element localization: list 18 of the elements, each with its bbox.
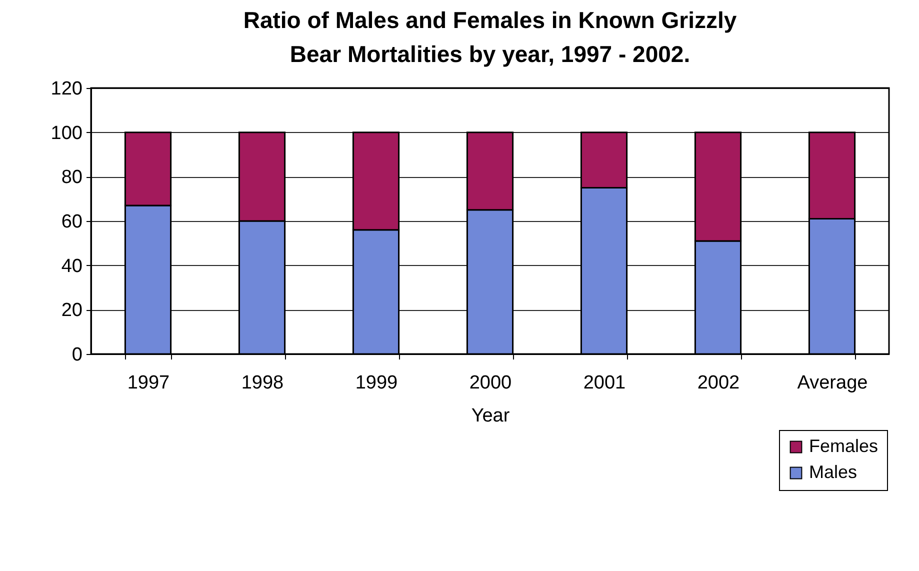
- x-tick-label: 2000: [469, 372, 512, 394]
- x-tick-label: Average: [797, 372, 868, 394]
- y-tick-label: 80: [61, 167, 82, 188]
- x-axis-title: Year: [471, 406, 510, 426]
- x-tick-label: 2001: [583, 372, 626, 394]
- y-tick-label: 20: [61, 300, 82, 322]
- x-tick-label: 1998: [241, 372, 284, 394]
- x-tick-label: 1999: [355, 372, 398, 394]
- legend-label: Males: [809, 462, 858, 482]
- legend-label: Females: [809, 436, 878, 456]
- x-tick-label: 2002: [697, 372, 740, 394]
- y-tick-label: 0: [72, 344, 82, 366]
- y-tick-label: 60: [61, 212, 82, 232]
- y-tick-label: 120: [50, 78, 82, 100]
- y-tick-label: 40: [61, 256, 82, 277]
- x-tick-label: 1997: [127, 372, 170, 394]
- y-tick-label: 100: [50, 122, 82, 144]
- chart-title: Ratio of Males and Females in Known Grizzly Bear Mortalities by year, 1997 - 2002.: [243, 7, 737, 67]
